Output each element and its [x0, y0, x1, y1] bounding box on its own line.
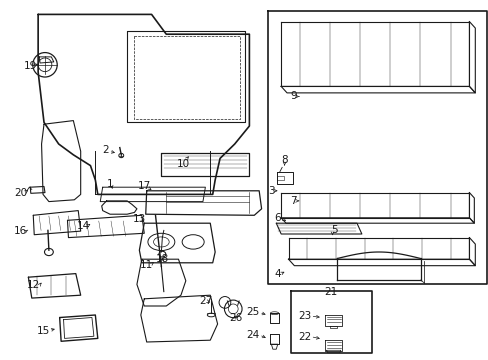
- Text: 24: 24: [245, 330, 259, 340]
- Text: 6: 6: [274, 213, 281, 223]
- Text: 3: 3: [267, 186, 274, 196]
- Text: 8: 8: [281, 155, 287, 165]
- Text: 15: 15: [36, 326, 50, 336]
- Text: 4: 4: [274, 269, 281, 279]
- Text: 19: 19: [23, 60, 37, 71]
- Text: 27: 27: [198, 296, 212, 306]
- Text: 10: 10: [177, 159, 189, 169]
- Text: 20: 20: [14, 188, 27, 198]
- Text: 16: 16: [14, 226, 27, 237]
- Text: 14: 14: [76, 221, 90, 231]
- Text: 18: 18: [155, 254, 169, 264]
- Text: 12: 12: [26, 280, 40, 291]
- Text: 21: 21: [323, 287, 337, 297]
- Text: 11: 11: [140, 260, 153, 270]
- Text: 17: 17: [137, 181, 151, 192]
- Text: 2: 2: [102, 145, 108, 156]
- Text: 23: 23: [297, 311, 311, 321]
- Text: 13: 13: [132, 214, 146, 224]
- Text: 5: 5: [331, 225, 338, 235]
- Text: 25: 25: [245, 307, 259, 318]
- Text: 26: 26: [228, 312, 242, 323]
- Text: 9: 9: [289, 91, 296, 102]
- Text: 1: 1: [106, 179, 113, 189]
- Text: 22: 22: [297, 332, 311, 342]
- Text: 7: 7: [289, 196, 296, 206]
